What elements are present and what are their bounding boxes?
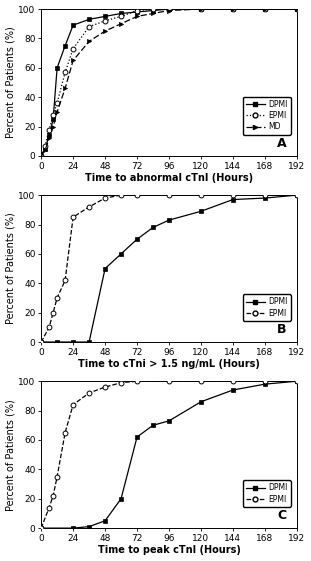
X-axis label: Time to cTni > 1.5 ng/mL (Hours): Time to cTni > 1.5 ng/mL (Hours): [78, 360, 260, 369]
Text: A: A: [277, 137, 287, 150]
X-axis label: Time to peak cTnI (Hours): Time to peak cTnI (Hours): [98, 545, 240, 555]
Legend: DPMI, EPMI: DPMI, EPMI: [243, 480, 290, 507]
Text: C: C: [277, 509, 287, 522]
Text: B: B: [277, 323, 287, 336]
X-axis label: Time to abnormal cTnI (Hours): Time to abnormal cTnI (Hours): [85, 173, 253, 183]
Y-axis label: Percent of Patients (%): Percent of Patients (%): [6, 26, 16, 139]
Y-axis label: Percent of Patients (%): Percent of Patients (%): [6, 213, 16, 324]
Legend: DPMI, EPMI, MD: DPMI, EPMI, MD: [243, 97, 290, 135]
Legend: DPMI, EPMI: DPMI, EPMI: [243, 294, 290, 320]
Y-axis label: Percent of Patients (%): Percent of Patients (%): [6, 399, 16, 511]
